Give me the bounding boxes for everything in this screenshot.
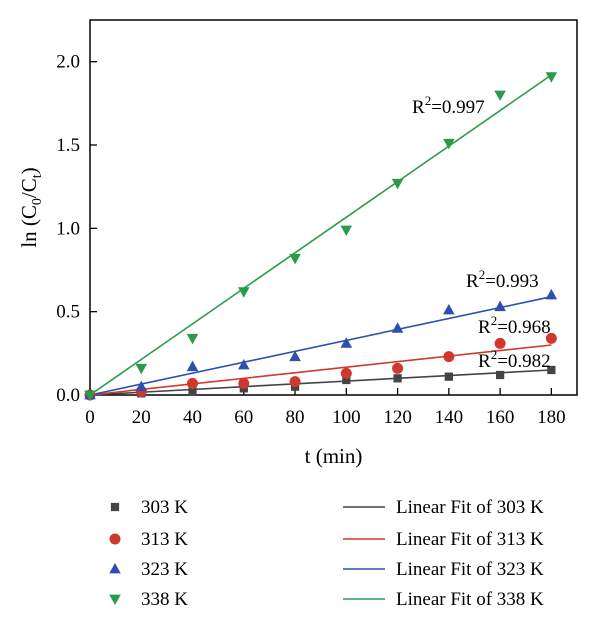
fit-line-3 — [89, 74, 552, 396]
legend-label-3: 338 K — [141, 589, 188, 610]
data-point-0 — [188, 387, 197, 396]
legend-label-0: 303 K — [141, 497, 188, 518]
y-tick-label: 1.5 — [56, 135, 80, 156]
data-point-1 — [443, 351, 455, 363]
data-point-3 — [186, 333, 199, 345]
data-point-2 — [135, 380, 148, 392]
r2-label-0: R2=0.982 — [478, 347, 551, 372]
data-point-3 — [238, 287, 250, 298]
data-point-2 — [186, 360, 199, 372]
data-point-1 — [340, 367, 352, 379]
data-point-3 — [289, 253, 301, 265]
r2-label-2: R2=0.993 — [466, 267, 539, 292]
data-point-1 — [392, 362, 404, 374]
fit-line-2 — [89, 295, 552, 396]
fit-line-1 — [89, 344, 552, 396]
data-point-3 — [340, 225, 353, 237]
y-tick-label: 2.0 — [56, 52, 80, 73]
data-point-1 — [289, 376, 301, 388]
legend-marker-1 — [109, 533, 121, 545]
data-point-1 — [238, 377, 250, 389]
data-point-3 — [545, 72, 558, 83]
data-point-2 — [340, 337, 353, 348]
x-axis-title: t (min) — [305, 444, 363, 468]
x-tick-label: 180 — [537, 407, 566, 428]
legend-marker-3 — [109, 594, 121, 606]
plot-frame — [89, 19, 578, 396]
y-axis-title: ln (C0/Ct) — [17, 167, 45, 247]
data-point-2 — [289, 350, 301, 362]
x-tick-label: 0 — [85, 407, 95, 428]
data-point-3 — [84, 390, 96, 402]
data-point-3 — [443, 138, 455, 150]
data-point-2 — [494, 300, 506, 312]
legend-marker-0 — [110, 502, 120, 512]
data-point-1 — [494, 337, 506, 349]
y-tick-label: 0.0 — [56, 385, 80, 406]
data-point-1 — [187, 377, 199, 389]
x-tick-label: 120 — [383, 407, 412, 428]
data-point-1 — [545, 332, 557, 344]
r2-label-3: R2=0.997 — [412, 93, 485, 118]
legend-fit-label-2: Linear Fit of 323 K — [396, 559, 544, 580]
data-point-3 — [494, 90, 506, 102]
legend-label-2: 323 K — [141, 559, 188, 580]
data-point-0 — [547, 365, 556, 375]
data-point-3 — [135, 363, 148, 375]
data-point-2 — [238, 358, 250, 370]
data-point-0 — [342, 375, 351, 385]
x-tick-label: 60 — [234, 407, 253, 428]
y-tick-label: 0.5 — [56, 302, 80, 323]
data-point-2 — [545, 288, 558, 300]
data-point-2 — [443, 303, 455, 315]
r2-labels: R2=0.982 R2=0.968 R2=0.993 R2=0.997 — [412, 93, 551, 372]
data-point-0 — [393, 374, 402, 383]
data-point-3 — [391, 178, 404, 190]
legend: 303 K Linear Fit of 303 K 313 K Linear Fit … — [109, 497, 544, 610]
legend-label-1: 313 K — [141, 529, 188, 550]
fit-line-0 — [89, 369, 552, 396]
x-tick-label: 140 — [435, 407, 464, 428]
fit-lines — [89, 74, 552, 396]
axes: 0 20 40 60 80 100 120 140 160 180 0.0 0.5 1.0 1.5 2.0 t… — [17, 19, 578, 468]
legend-fit-label-1: Linear Fit of 313 K — [396, 529, 544, 550]
data-points — [84, 72, 558, 402]
x-tick-label: 80 — [286, 407, 305, 428]
x-tick-label: 100 — [332, 407, 361, 428]
legend-fit-label-3: Linear Fit of 338 K — [396, 589, 544, 610]
legend-fit-label-0: Linear Fit of 303 K — [396, 497, 544, 518]
data-point-0 — [495, 370, 505, 380]
y-tick-label: 1.0 — [56, 218, 80, 239]
legend-marker-2 — [109, 562, 121, 574]
x-tick-label: 160 — [486, 407, 515, 428]
x-tick-label: 40 — [183, 407, 202, 428]
data-point-0 — [444, 372, 453, 381]
x-tick-label: 20 — [132, 407, 151, 428]
data-point-2 — [391, 322, 404, 333]
r2-label-1: R2=0.968 — [478, 313, 551, 338]
